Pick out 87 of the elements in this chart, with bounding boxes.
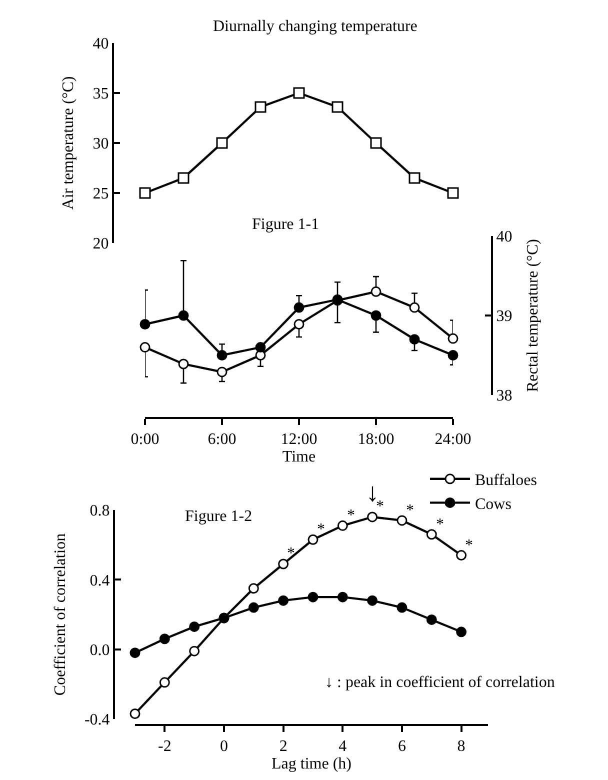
point <box>337 520 348 531</box>
point <box>367 595 378 606</box>
point <box>426 614 437 625</box>
point <box>409 334 420 345</box>
annotation: * <box>376 498 384 515</box>
point <box>409 302 420 313</box>
x-axis-title: Time <box>282 448 316 466</box>
y-tick-label: 40 <box>92 36 109 53</box>
x-tick-label: 0 <box>220 738 228 756</box>
x-tick-label: 6:00 <box>208 431 236 448</box>
y2-tick-label: 39 <box>496 308 512 326</box>
annotation: * <box>465 537 473 554</box>
point <box>216 366 228 378</box>
point <box>370 137 382 149</box>
x-axis-title: Lag time (h) <box>272 755 352 772</box>
point <box>294 319 304 330</box>
annotation: Figure 1-2 <box>185 508 252 525</box>
y-tick-label: 0.4 <box>90 572 110 590</box>
point <box>255 342 266 353</box>
point <box>140 342 150 353</box>
point <box>456 550 467 561</box>
point <box>189 646 200 656</box>
point <box>337 592 348 602</box>
y-tick-label: 30 <box>92 136 109 153</box>
point <box>308 534 318 545</box>
y2-tick-label: 38 <box>496 388 512 405</box>
point <box>178 358 189 370</box>
point <box>139 187 151 199</box>
x-tick-label: 0:00 <box>130 431 160 448</box>
point <box>308 592 318 602</box>
x-tick-label: 18:00 <box>358 431 394 448</box>
point <box>294 302 304 313</box>
point <box>159 677 170 688</box>
point <box>367 512 378 522</box>
point <box>448 350 458 360</box>
y2-axis-title: Rectal temperature (°C) <box>524 239 542 392</box>
point <box>178 310 189 321</box>
annotation: ↓ : peak in coefficient of correlation <box>325 674 555 691</box>
point <box>370 286 382 297</box>
y-tick-label: -0.4 <box>84 712 110 729</box>
x-tick-label: -2 <box>158 738 172 756</box>
annotation: * <box>406 502 414 519</box>
point <box>408 172 420 184</box>
point <box>278 558 289 570</box>
y-tick-label: 20 <box>92 236 109 253</box>
point <box>248 583 259 594</box>
annotation: * <box>347 507 355 524</box>
point <box>293 87 305 99</box>
legend-label: Buffaloes <box>475 472 537 490</box>
x-tick-label: 4 <box>338 738 347 756</box>
x-tick-label: 6 <box>398 738 406 756</box>
point <box>140 319 150 330</box>
point <box>248 602 259 613</box>
point <box>278 595 289 606</box>
point <box>370 310 382 321</box>
point <box>189 621 200 632</box>
x-tick-label: 12:00 <box>280 431 318 448</box>
legend-label: Cows <box>475 496 512 513</box>
point <box>159 634 170 644</box>
point <box>216 137 228 149</box>
point <box>426 529 437 540</box>
point <box>332 101 344 113</box>
point <box>216 350 228 360</box>
annotation: * <box>287 545 295 562</box>
chart-title: Diurnally changing temperature <box>213 18 418 35</box>
x-tick-label: 2 <box>279 738 288 756</box>
point <box>396 602 408 613</box>
y-tick-label: 0.0 <box>90 642 110 659</box>
x-tick-label: 8 <box>457 738 466 756</box>
point <box>254 101 266 113</box>
y-tick-label: 0.8 <box>90 502 110 520</box>
point <box>130 648 140 658</box>
point <box>130 708 140 720</box>
point <box>448 333 458 344</box>
y-tick-label: 35 <box>92 86 109 103</box>
point <box>456 626 467 638</box>
y2-tick-label: 40 <box>496 228 512 246</box>
point <box>447 187 459 199</box>
point <box>178 172 190 184</box>
annotation: Figure 1-1 <box>252 216 320 233</box>
y-tick-label: 25 <box>92 186 109 203</box>
y-axis-title: Air temperature (°C) <box>60 76 78 210</box>
point <box>396 515 408 526</box>
x-tick-label: 24:00 <box>434 431 472 448</box>
annotation: * <box>436 516 444 533</box>
annotation: * <box>317 521 325 538</box>
y-axis-title: Coefficient of correlation <box>52 533 69 696</box>
